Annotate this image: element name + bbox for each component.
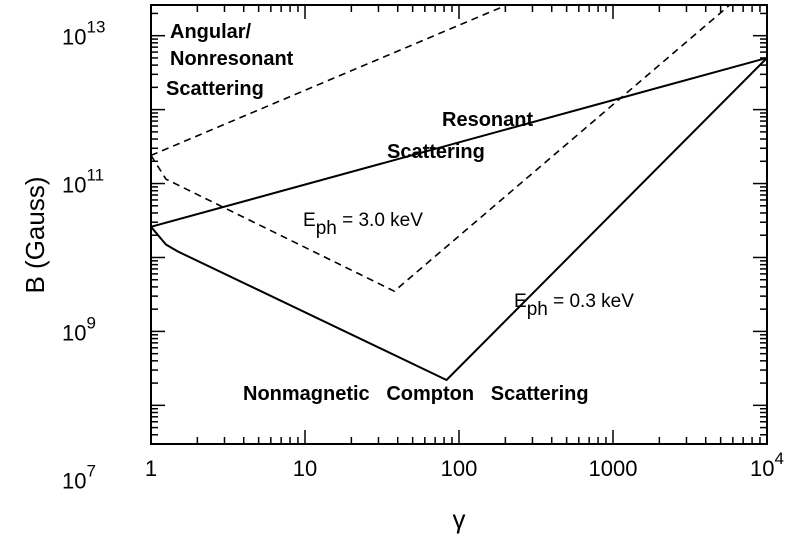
angular-line-3: Scattering — [166, 78, 264, 100]
annotation-eph-3kev: Eph = 3.0 keV — [303, 210, 423, 239]
x-tick-label: 1000 — [589, 456, 638, 481]
y-tick-exponent: 11 — [86, 166, 104, 185]
y-tick-base: 10 — [62, 468, 86, 493]
tick-marks — [150, 5, 767, 445]
y-axis-label: B (Gauss) — [20, 176, 50, 293]
y-tick-label: 109 — [62, 313, 96, 345]
x-axis-label: γ — [453, 504, 466, 534]
y-tick-label: 1011 — [62, 166, 104, 198]
angular-line-2: Nonresonant — [170, 48, 294, 70]
plot-frame — [150, 4, 768, 445]
resonant-line-2: Scattering — [387, 141, 485, 163]
eph-3-sub: ph — [316, 218, 337, 239]
eph-03-base: E — [514, 291, 527, 312]
angular-line-1: Angular/ — [170, 21, 252, 43]
y-tick-exponent: 13 — [86, 18, 105, 37]
y-tick-base: 10 — [62, 173, 86, 198]
x-tick-base: 10 — [750, 456, 774, 481]
series-1-line — [151, 57, 767, 381]
annotation-nonmagnetic: Nonmagnetic Compton Scattering — [243, 383, 589, 405]
x-tick-label: 10 — [293, 456, 317, 481]
x-tick-label: 100 — [441, 456, 478, 481]
y-tick-base: 10 — [62, 25, 86, 50]
x-tick-exponent: 4 — [775, 449, 784, 468]
y-tick-label: 107 — [62, 461, 96, 493]
annotation-resonant: Resonant Scattering — [387, 109, 533, 163]
curves — [151, 5, 767, 381]
series-0-line — [151, 56, 767, 228]
eph-03-text: = 0.3 keV — [548, 291, 634, 312]
eph-3-base: E — [303, 210, 316, 231]
annotation-angular: Angular/ Nonresonant Scattering — [166, 21, 294, 100]
x-tick-labels: 1 10 100 1000 104 — [145, 449, 784, 481]
annotation-eph-03kev: Eph = 0.3 keV — [514, 291, 634, 320]
y-tick-label: 1013 — [62, 18, 105, 50]
eph-03-sub: ph — [527, 299, 548, 320]
series-3-line — [151, 5, 731, 293]
y-tick-exponent: 7 — [86, 461, 95, 480]
x-tick-label: 1 — [145, 456, 157, 481]
y-tick-base: 10 — [62, 320, 86, 345]
series-2-line — [151, 5, 509, 157]
y-tick-exponent: 9 — [86, 313, 95, 332]
resonant-line-1: Resonant — [442, 109, 533, 131]
x-tick-label: 104 — [750, 449, 784, 481]
eph-3-text: = 3.0 keV — [337, 210, 423, 231]
